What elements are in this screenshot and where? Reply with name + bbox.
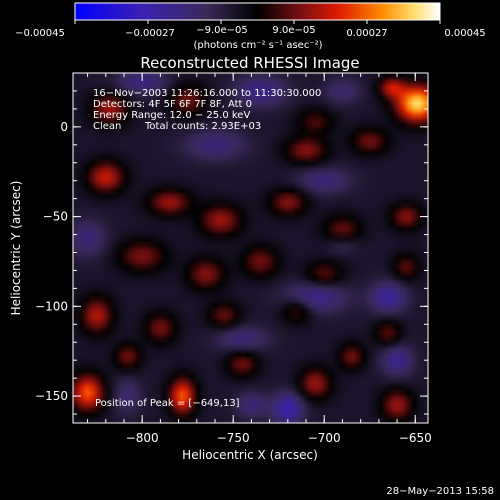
heatmap [73,73,428,423]
colorbar-label-lower-0: −0.00045 [15,28,65,39]
y-tick-label: −50 [43,210,68,224]
plot-frame [72,72,429,424]
x-tick-label: −650 [399,431,432,445]
y-axis: 0 −50 −100 −150 [35,72,428,415]
colorbar-ticks [74,20,441,24]
y-tick-label: −150 [35,389,68,403]
annotation-energy: Energy Range: 12.0 − 25.0 keV [93,110,250,121]
colorbar-label-upper-pos: 9.0e−05 [272,25,315,36]
chart-title: Reconstructed RHESSI Image [140,54,359,72]
x-axis-label: Heliocentric X (arcsec) [182,448,318,462]
x-tick-label: −700 [308,431,341,445]
x-tick-label: −800 [126,431,159,445]
x-axis: −800 −750 −700 −650 [87,73,432,445]
colorbar-gradient [74,2,441,21]
colorbar-label-upper-neg: −9.0e−05 [196,25,248,36]
colorbar-label-lower-4: 0.00027 [346,28,387,39]
annotation-peak: Position of Peak = [−649,13] [95,398,240,409]
annotation-counts: Total counts: 2.93E+03 [144,121,261,132]
y-tick-label: 0 [60,120,68,134]
footer-date: 28−May−2013 15:58 [386,486,494,497]
annotation-time: 16−Nov−2003 11:26:16.000 to 11:30:30.000 [93,88,321,99]
y-axis-label: Heliocentric Y (arcsec) [9,181,23,316]
colorbar-label-lower-5: 0.00045 [444,28,485,39]
y-tick-label: −100 [35,299,68,313]
colorbar-label-lower-1: −0.00027 [125,28,175,39]
x-tick-label: −750 [217,431,250,445]
annotation-method: Clean [93,121,121,132]
colorbar: −9.0e−05 9.0e−05 −0.00045 −0.00027 0.000… [15,2,486,51]
annotation-detectors: Detectors: 4F 5F 6F 7F 8F, Att 0 [93,99,252,110]
colorbar-units: (photons cm⁻² s⁻¹ asec⁻²) [193,40,322,51]
